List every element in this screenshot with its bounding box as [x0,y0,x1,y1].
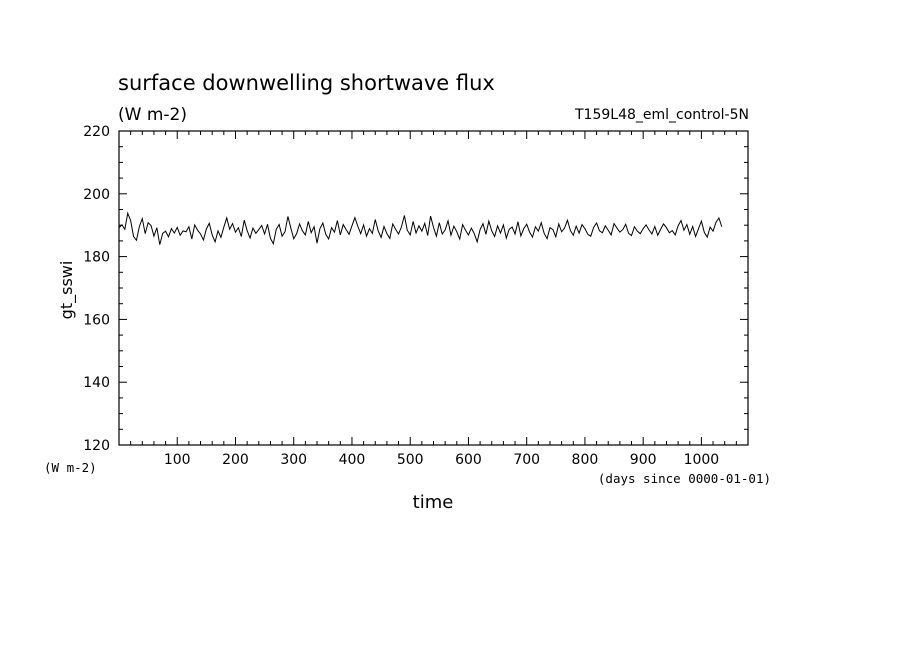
x-tick-label: 100 [164,452,191,468]
x-tick-label: 300 [280,452,307,468]
y-tick-label: 180 [83,250,110,266]
x-tick-label: 600 [455,452,482,468]
x-tick-label: 1000 [684,452,720,468]
plot-frame [118,130,749,446]
x-tick-label: 700 [513,452,540,468]
x-tick-label: 400 [339,452,366,468]
y-tick-label: 120 [83,438,110,454]
y-tick-label: 140 [83,375,110,391]
x-tick-label: 500 [397,452,424,468]
y-tick-label: 160 [83,312,110,328]
x-tick-label: 900 [630,452,657,468]
y-axis-label: gt_sswi [57,261,77,320]
x-axis-label: time [413,492,454,513]
x-tick-label: 200 [222,452,249,468]
x-tick-label: 800 [572,452,599,468]
series-line [118,211,723,246]
y-units-label: (W m-2) [44,460,97,475]
x-tick-labels: 100 200 300 400 500 600 700 800 900 1000 [164,452,719,468]
x-units-label: (days since 0000-01-01) [598,471,771,486]
y-tick-label: 200 [83,187,110,203]
y-tick-labels: 120 140 160 180 200 220 [83,124,110,454]
y-tick-label: 220 [83,124,110,140]
run-label: T159L48_eml_control-5N [574,107,749,123]
axis-ticks [119,131,748,445]
chart-subtitle: (W m-2) [118,105,187,125]
chart-title: surface downwelling shortwave flux [118,71,495,95]
